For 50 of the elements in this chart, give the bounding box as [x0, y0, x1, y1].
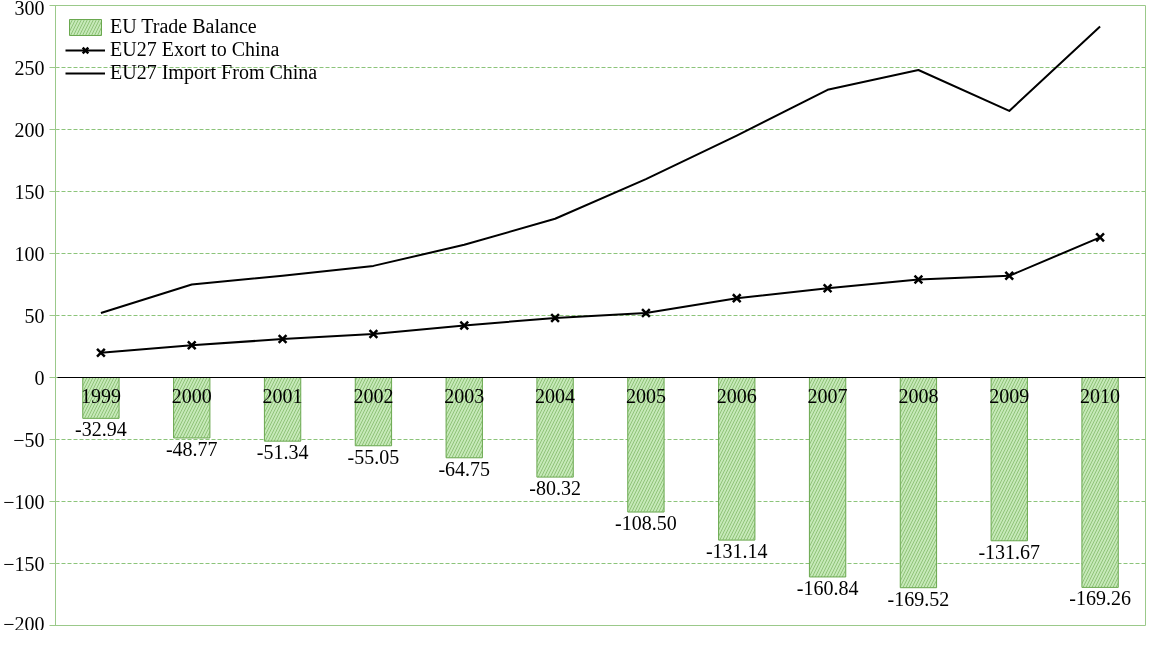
- data-label: -160.84: [796, 576, 859, 599]
- point: [368, 328, 379, 340]
- data-label: -169.52: [887, 587, 950, 610]
- data-label: -80.32: [529, 477, 581, 500]
- x-tick-label: 2001: [262, 384, 303, 407]
- y-tick-label: 200: [14, 118, 45, 141]
- x-tick-label: 2004: [535, 384, 576, 407]
- point: [277, 333, 288, 345]
- x-tick-label: 2005: [625, 384, 666, 407]
- y-tick-label: 300: [14, 0, 45, 19]
- point: [549, 312, 561, 324]
- point: [822, 283, 833, 294]
- point: [95, 347, 107, 358]
- x-tick-label: 2006: [716, 384, 757, 407]
- x-tick-label: 2007: [807, 384, 848, 407]
- y-tick-label: 250: [14, 56, 45, 79]
- y-tick-label: 150: [14, 180, 45, 203]
- data-label: -48.77: [165, 437, 218, 460]
- point: [186, 340, 197, 351]
- y-tick-label: 0: [34, 366, 45, 389]
- point: [731, 293, 742, 304]
- y-tick-label: −200: [3, 612, 45, 635]
- y-tick-label: −100: [3, 490, 45, 513]
- x-tick-label: 2010: [1080, 384, 1121, 407]
- x-tick-label: 2008: [898, 384, 939, 407]
- x-tick-label: 2009: [989, 384, 1030, 407]
- y-tick-label: 100: [14, 242, 45, 265]
- x-tick-label: 2003: [444, 384, 485, 407]
- point: [459, 320, 470, 331]
- data-label: -51.34: [256, 441, 309, 464]
- legend-label: EU27 Exort to China: [110, 38, 280, 61]
- x-tick-label: 2000: [171, 384, 212, 407]
- data-label: -108.50: [615, 512, 677, 535]
- data-label: -32.94: [75, 418, 127, 441]
- data-label: -131.14: [705, 540, 768, 563]
- y-tick-label: 50: [24, 304, 45, 327]
- point: [1094, 232, 1106, 243]
- data-label: -169.26: [1069, 587, 1131, 610]
- data-label: -55.05: [347, 445, 400, 468]
- point: [913, 274, 924, 285]
- data-label: -64.75: [438, 457, 491, 480]
- x-tick-label: 1999: [80, 384, 121, 407]
- y-tick-label: −50: [13, 428, 45, 451]
- legend-label: EU27 Import From China: [110, 61, 318, 84]
- data-label: -131.67: [978, 540, 1041, 563]
- y-tick-label: −150: [3, 552, 45, 575]
- x-tick-label: 2002: [353, 384, 394, 407]
- legend-label: EU Trade Balance: [110, 15, 257, 38]
- point: [640, 307, 652, 319]
- point: [1004, 270, 1015, 281]
